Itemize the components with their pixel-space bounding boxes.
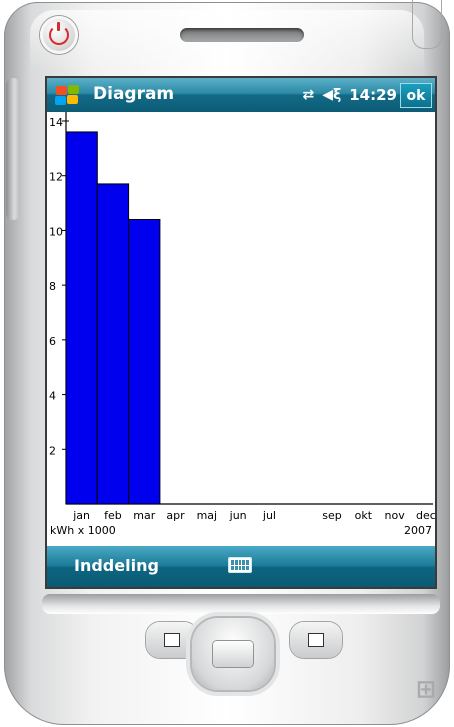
x-tick-label: jul	[262, 509, 276, 522]
year-label: 2007	[404, 524, 432, 537]
bar-feb	[96, 183, 130, 505]
windows-logo-icon: ⊞	[415, 675, 436, 703]
right-hardware-button[interactable]	[290, 622, 342, 658]
x-tick-label: apr	[166, 509, 185, 522]
unit-label: kWh x 1000	[50, 524, 116, 537]
windows-flag-icon[interactable]	[53, 84, 81, 106]
side-volume-button[interactable]	[6, 78, 20, 220]
keyboard-icon[interactable]	[228, 557, 252, 573]
y-tick-label: 2	[49, 444, 56, 457]
contacts-icon	[164, 633, 180, 647]
x-tick-label: okt	[355, 509, 373, 522]
inddeling-softkey[interactable]: Inddeling	[74, 556, 159, 575]
x-tick-label: maj	[197, 509, 218, 522]
left-hardware-button[interactable]	[146, 622, 198, 658]
x-tick-label: feb	[104, 509, 122, 522]
menu-bar: Inddeling	[47, 546, 435, 587]
device-screen: Diagram ⇄ ◀ξ 14:29 ok 2 4 6 8 10 12 14 jan feb ma…	[47, 78, 435, 587]
bar-chart: 2 4 6 8 10 12 14 jan feb mar apr maj jun jul sep okt nov…	[49, 112, 435, 537]
y-tick-label: 6	[49, 335, 56, 348]
y-tick-label: 10	[49, 225, 63, 238]
calendar-grid-icon	[308, 633, 324, 647]
speaker-muted-icon[interactable]: ◀ξ	[322, 87, 342, 103]
navigation-pad-center[interactable]	[213, 641, 253, 667]
navigation-pad[interactable]	[192, 618, 274, 690]
window-title: Diagram	[93, 84, 175, 104]
title-bar: Diagram ⇄ ◀ξ 14:29 ok	[47, 78, 435, 112]
x-tick-label: jan	[72, 509, 90, 522]
y-tick-label: 12	[49, 171, 63, 184]
x-tick-label: jun	[229, 509, 247, 522]
status-icons: ⇄ ◀ξ 14:29	[302, 84, 397, 106]
power-icon	[49, 22, 69, 45]
y-tick-label: 4	[49, 390, 56, 403]
lower-bezel	[42, 594, 440, 614]
connectivity-arrows-icon[interactable]: ⇄	[302, 87, 315, 103]
x-tick-label: nov	[385, 509, 406, 522]
chart-area: 2 4 6 8 10 12 14 jan feb mar apr maj jun jul sep okt nov…	[47, 112, 435, 546]
bar-jan	[65, 131, 98, 505]
clock[interactable]: 14:29	[349, 86, 397, 104]
bar-mar	[128, 218, 161, 505]
x-tick-label: sep	[322, 509, 341, 522]
stylus-slot	[412, 0, 442, 49]
y-tick-label: 8	[49, 280, 56, 293]
x-tick-label: dec	[416, 509, 435, 522]
ok-button[interactable]: ok	[400, 83, 432, 108]
y-tick-label: 14	[49, 116, 63, 129]
earpiece-speaker	[180, 28, 304, 42]
power-button[interactable]	[40, 16, 78, 54]
x-tick-label: mar	[133, 509, 155, 522]
